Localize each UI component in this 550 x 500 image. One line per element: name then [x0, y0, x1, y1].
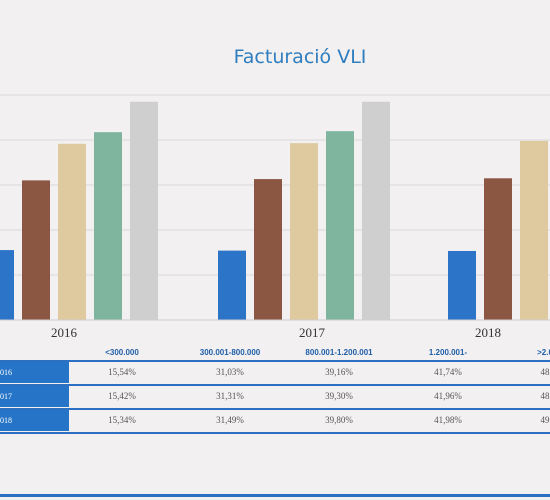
x-tick-label: 2018	[475, 325, 501, 340]
table-column-header: <300.000	[105, 348, 139, 357]
bar-series	[0, 101, 550, 321]
bar-2018-0	[448, 250, 476, 320]
bar-2016-2	[58, 143, 86, 320]
bar-chart: 2016 2017 2018	[0, 94, 550, 340]
table-column-header: 800.001-1.200.001	[305, 348, 373, 357]
table-cell: 41,74%	[434, 367, 462, 377]
table-column-header: >2.0	[537, 348, 550, 357]
table-row-divider	[0, 408, 550, 410]
table-row-label: 2016	[0, 362, 69, 383]
x-tick-label: 2016	[51, 325, 78, 340]
table-row-divider	[0, 384, 550, 386]
table-cell: 15,34%	[108, 415, 136, 425]
table-column-header: 1.200.001-	[428, 348, 468, 357]
chart-title: Facturació VLI	[233, 46, 367, 68]
bar-2017-0	[218, 250, 246, 320]
table-row-divider	[0, 360, 550, 362]
bar-2017-2	[290, 143, 318, 320]
table-row-label: 2017	[0, 386, 69, 407]
table-cell: 48	[540, 391, 550, 401]
table-cell: 15,42%	[108, 391, 136, 401]
bar-2016-4	[130, 101, 158, 320]
table-cell: 31,03%	[216, 367, 244, 377]
table-cell: 41,96%	[434, 391, 462, 401]
bar-2017-4	[362, 101, 390, 320]
x-tick-label: 2017	[299, 325, 326, 340]
data-table: <300.000 300.001-800.000 800.001-1.200.001…	[0, 344, 550, 444]
table-row-label: 2018	[0, 410, 69, 431]
x-axis-labels: 2016 2017 2018	[51, 325, 501, 340]
bar-2017-1	[254, 179, 282, 320]
table-cell: 48	[540, 367, 550, 377]
bar-2018-2	[520, 140, 548, 320]
table-column-header: 300.001-800.000	[199, 348, 261, 357]
footer-divider	[0, 494, 550, 497]
bar-2016-1	[22, 180, 50, 320]
table-cell: 31,49%	[216, 415, 244, 425]
table-cell: 41,98%	[434, 415, 462, 425]
bar-2017-3	[326, 131, 354, 320]
bar-2016-0	[0, 250, 14, 320]
table-row-divider	[0, 432, 550, 434]
table-cell: 31,31%	[216, 391, 244, 401]
table-cell: 49	[540, 415, 550, 425]
table-cell: 15,54%	[108, 367, 136, 377]
table-cell: 39,80%	[325, 415, 353, 425]
table-cell: 39,30%	[325, 391, 353, 401]
bar-2018-1	[484, 178, 512, 320]
table-cell: 39,16%	[325, 367, 353, 377]
bar-2016-3	[94, 132, 122, 320]
